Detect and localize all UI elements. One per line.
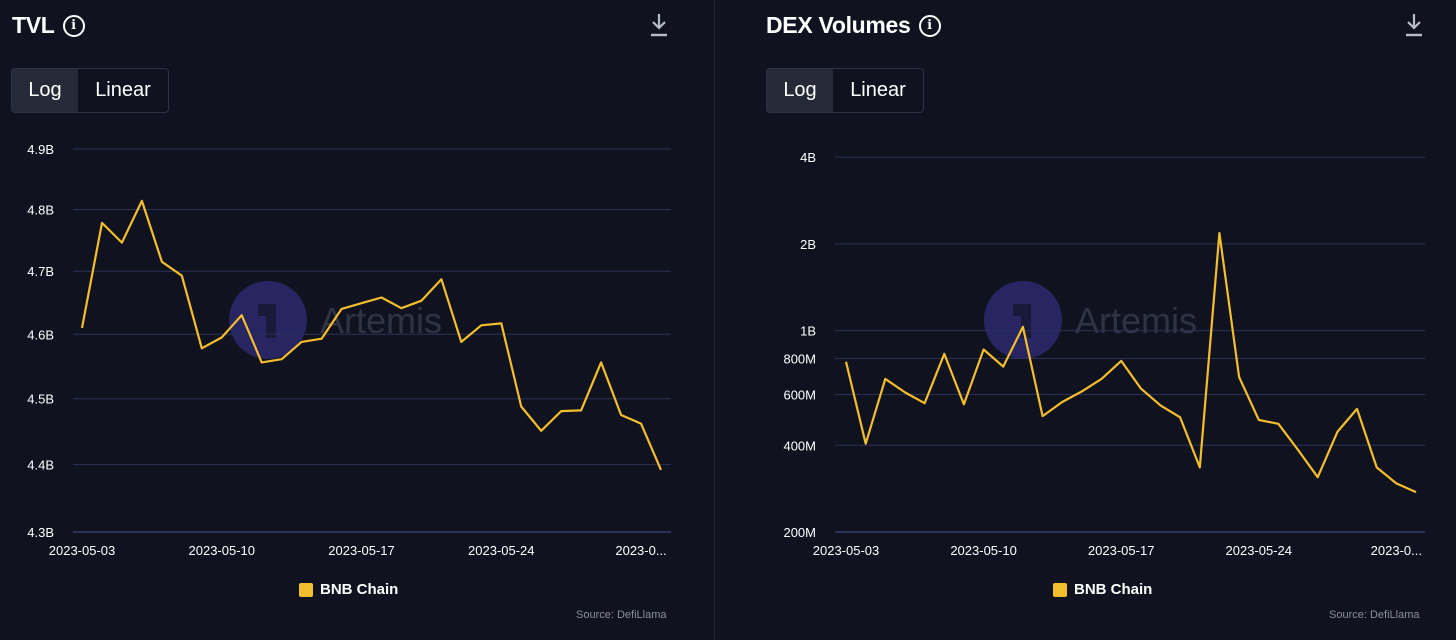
legend-item[interactable]: BNB Chain	[1053, 581, 1152, 598]
panel-divider	[714, 0, 715, 640]
tvl-chart: Artemis 4.3B 4.4B 4.5B 4.6B 4.7B 4.8B 4.9B 2023-…	[27, 142, 671, 558]
y-tick-label: 4.8B	[27, 202, 54, 217]
x-tick-label: 2023-05-17	[1088, 543, 1155, 558]
legend-swatch	[299, 582, 313, 597]
watermark-logo-icon	[984, 281, 1062, 359]
source-note: Source: DefiLlama	[576, 609, 667, 621]
legend-label: BNB Chain	[320, 581, 399, 598]
scale-toggle: Log Linear	[766, 68, 924, 113]
artemis-watermark: Artemis	[229, 281, 442, 359]
y-tick-label: 4.7B	[27, 264, 54, 279]
download-icon[interactable]	[1405, 12, 1423, 38]
dex-volumes-panel: DEX Volumes i Log Linear Artemis 200M 400M…	[736, 0, 1456, 640]
y-tick-label: 4.4B	[27, 458, 54, 473]
y-tick-label: 200M	[783, 525, 816, 540]
x-tick-label: 2023-0...	[1371, 543, 1422, 558]
log-scale-button[interactable]: Log	[767, 69, 833, 112]
x-tick-label: 2023-05-24	[1226, 543, 1293, 558]
chart-title: DEX Volumes	[766, 12, 911, 38]
x-tick-label: 2023-05-10	[950, 543, 1017, 558]
watermark-glyph	[1013, 304, 1031, 338]
y-tick-label: 800M	[783, 352, 816, 367]
source-note: Source: DefiLlama	[1329, 609, 1420, 621]
linear-scale-button[interactable]: Linear	[850, 79, 906, 101]
y-tick-label: 4B	[800, 150, 816, 165]
linear-scale-button[interactable]: Linear	[95, 79, 151, 101]
watermark-glyph	[258, 304, 276, 338]
scale-toggle: Log Linear	[11, 68, 169, 113]
legend-label: BNB Chain	[1074, 581, 1153, 598]
artemis-watermark: Artemis	[984, 281, 1197, 359]
legend-item[interactable]: BNB Chain	[299, 581, 398, 598]
series-line-bnb-chain[interactable]	[844, 232, 1417, 494]
legend-swatch	[1053, 582, 1067, 597]
tvl-panel: TVL i Log Linear Artemis 4.3B 4.4B 4.5B 4.6B…	[0, 0, 714, 640]
x-tick-label: 2023-05-03	[813, 543, 880, 558]
series-line-bnb-chain[interactable]	[80, 199, 663, 471]
download-icon[interactable]	[650, 12, 668, 38]
info-icon[interactable]: i	[918, 14, 941, 37]
y-tick-label: 4.3B	[27, 525, 54, 540]
watermark-logo-icon	[229, 281, 307, 359]
chart-title: TVL	[12, 12, 55, 38]
y-tick-label: 2B	[800, 237, 816, 252]
y-tick-label: 4.6B	[27, 327, 54, 342]
dex-volumes-chart: Artemis 200M 400M 600M 800M 1B 2B 4B 2023-05-03 2…	[783, 150, 1425, 558]
tvl-title-row: TVL i	[12, 12, 85, 39]
dex-title-row: DEX Volumes i	[766, 12, 941, 39]
y-tick-label: 400M	[783, 438, 816, 453]
y-tick-label: 600M	[783, 388, 816, 403]
y-tick-label: 4.9B	[27, 142, 54, 157]
x-tick-label: 2023-05-03	[49, 543, 116, 558]
watermark-text: Artemis	[320, 300, 442, 341]
info-icon[interactable]: i	[62, 14, 85, 37]
y-tick-label: 1B	[800, 324, 816, 339]
log-scale-button[interactable]: Log	[12, 69, 78, 112]
x-tick-label: 2023-05-10	[189, 543, 256, 558]
x-tick-label: 2023-0...	[615, 543, 666, 558]
x-tick-label: 2023-05-24	[468, 543, 535, 558]
x-tick-label: 2023-05-17	[328, 543, 395, 558]
watermark-text: Artemis	[1075, 300, 1197, 341]
y-tick-label: 4.5B	[27, 392, 54, 407]
